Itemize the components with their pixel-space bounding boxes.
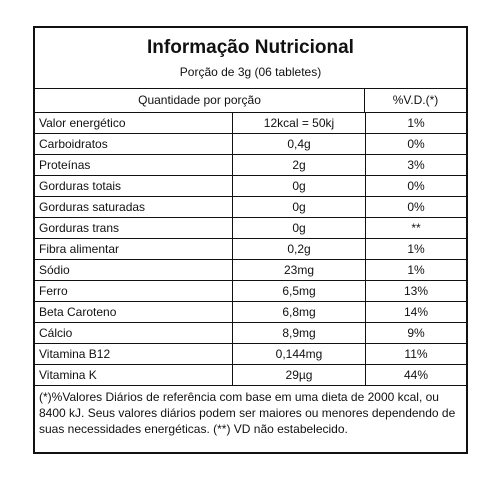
nutrient-dv: 1% — [365, 238, 466, 260]
table-row: Vitamina B12 0,144mg 11% — [35, 343, 466, 365]
nutrient-name: Carboidratos — [35, 133, 233, 155]
table-row: Cálcio 8,9mg 9% — [35, 322, 466, 344]
nutrient-dv: 14% — [365, 301, 466, 323]
nutrient-name: Gorduras totais — [35, 175, 233, 197]
nutrient-dv: 9% — [365, 322, 466, 344]
nutrient-name: Valor energético — [35, 113, 233, 134]
nutrient-name: Vitamina B12 — [35, 343, 233, 365]
table-row: Gorduras saturadas 0g 0% — [35, 196, 466, 218]
nutrition-table: Valor energético 12kcal = 50kj 1% Carboidra… — [35, 113, 466, 386]
nutrient-name: Gorduras trans — [35, 217, 233, 239]
amount-column-header: Quantidade por porção — [35, 89, 365, 112]
serving-size: Porção de 3g (06 tabletes) — [179, 65, 322, 79]
nutrient-dv: 13% — [365, 280, 466, 302]
nutrient-amount: 0,4g — [232, 133, 366, 155]
table-row: Ferro 6,5mg 13% — [35, 280, 466, 302]
label-title: Informação Nutricional — [147, 37, 354, 58]
nutrient-dv: 3% — [365, 154, 466, 176]
nutrient-name: Beta Caroteno — [35, 301, 233, 323]
footnote: (*)%Valores Diários de referência com ba… — [39, 390, 456, 436]
nutrient-name: Fibra alimentar — [35, 238, 233, 260]
nutrient-dv: 44% — [365, 364, 466, 386]
nutrient-amount: 0g — [232, 217, 366, 239]
nutrient-name: Ferro — [35, 280, 233, 302]
table-row: Carboidratos 0,4g 0% — [35, 133, 466, 155]
nutrient-name: Cálcio — [35, 322, 233, 344]
nutrient-dv: 0% — [365, 196, 466, 218]
table-row: Proteínas 2g 3% — [35, 154, 466, 176]
nutrient-dv: 11% — [365, 343, 466, 365]
nutrient-amount: 2g — [232, 154, 366, 176]
table-row: Vitamina K 29µg 44% — [35, 364, 466, 386]
table-row: Gorduras trans 0g ** — [35, 217, 466, 239]
nutrient-amount: 0g — [232, 175, 366, 197]
table-row: Sódio 23mg 1% — [35, 259, 466, 281]
nutrient-name: Vitamina K — [35, 364, 233, 386]
nutrient-amount: 0,2g — [232, 238, 366, 260]
nutrient-amount: 6,8mg — [232, 301, 366, 323]
nutrient-dv: 1% — [365, 259, 466, 281]
table-row: Valor energético 12kcal = 50kj 1% — [35, 113, 466, 134]
nutrient-dv: 0% — [365, 133, 466, 155]
nutrient-amount: 29µg — [232, 364, 366, 386]
table-row: Gorduras totais 0g 0% — [35, 175, 466, 197]
nutrition-label: Informação Nutricional Porção de 3g (06 … — [33, 26, 468, 454]
nutrient-dv: 1% — [365, 113, 466, 134]
dv-column-header: %V.D.(*) — [392, 93, 439, 107]
nutrient-dv: 0% — [365, 175, 466, 197]
nutrient-name: Sódio — [35, 259, 233, 281]
nutrient-dv: ** — [365, 217, 466, 239]
nutrient-name: Gorduras saturadas — [35, 196, 233, 218]
nutrient-amount: 23mg — [232, 259, 366, 281]
table-row: Fibra alimentar 0,2g 1% — [35, 238, 466, 260]
nutrient-amount: 0g — [232, 196, 366, 218]
nutrient-amount: 6,5mg — [232, 280, 366, 302]
column-header: Quantidade por porção %V.D.(*) — [35, 89, 466, 113]
label-header: Informação Nutricional Porção de 3g (06 … — [35, 28, 466, 89]
nutrient-name: Proteínas — [35, 154, 233, 176]
nutrient-amount: 8,9mg — [232, 322, 366, 344]
nutrient-amount: 0,144mg — [232, 343, 366, 365]
nutrient-amount: 12kcal = 50kj — [232, 113, 366, 134]
table-row: Beta Caroteno 6,8mg 14% — [35, 301, 466, 323]
